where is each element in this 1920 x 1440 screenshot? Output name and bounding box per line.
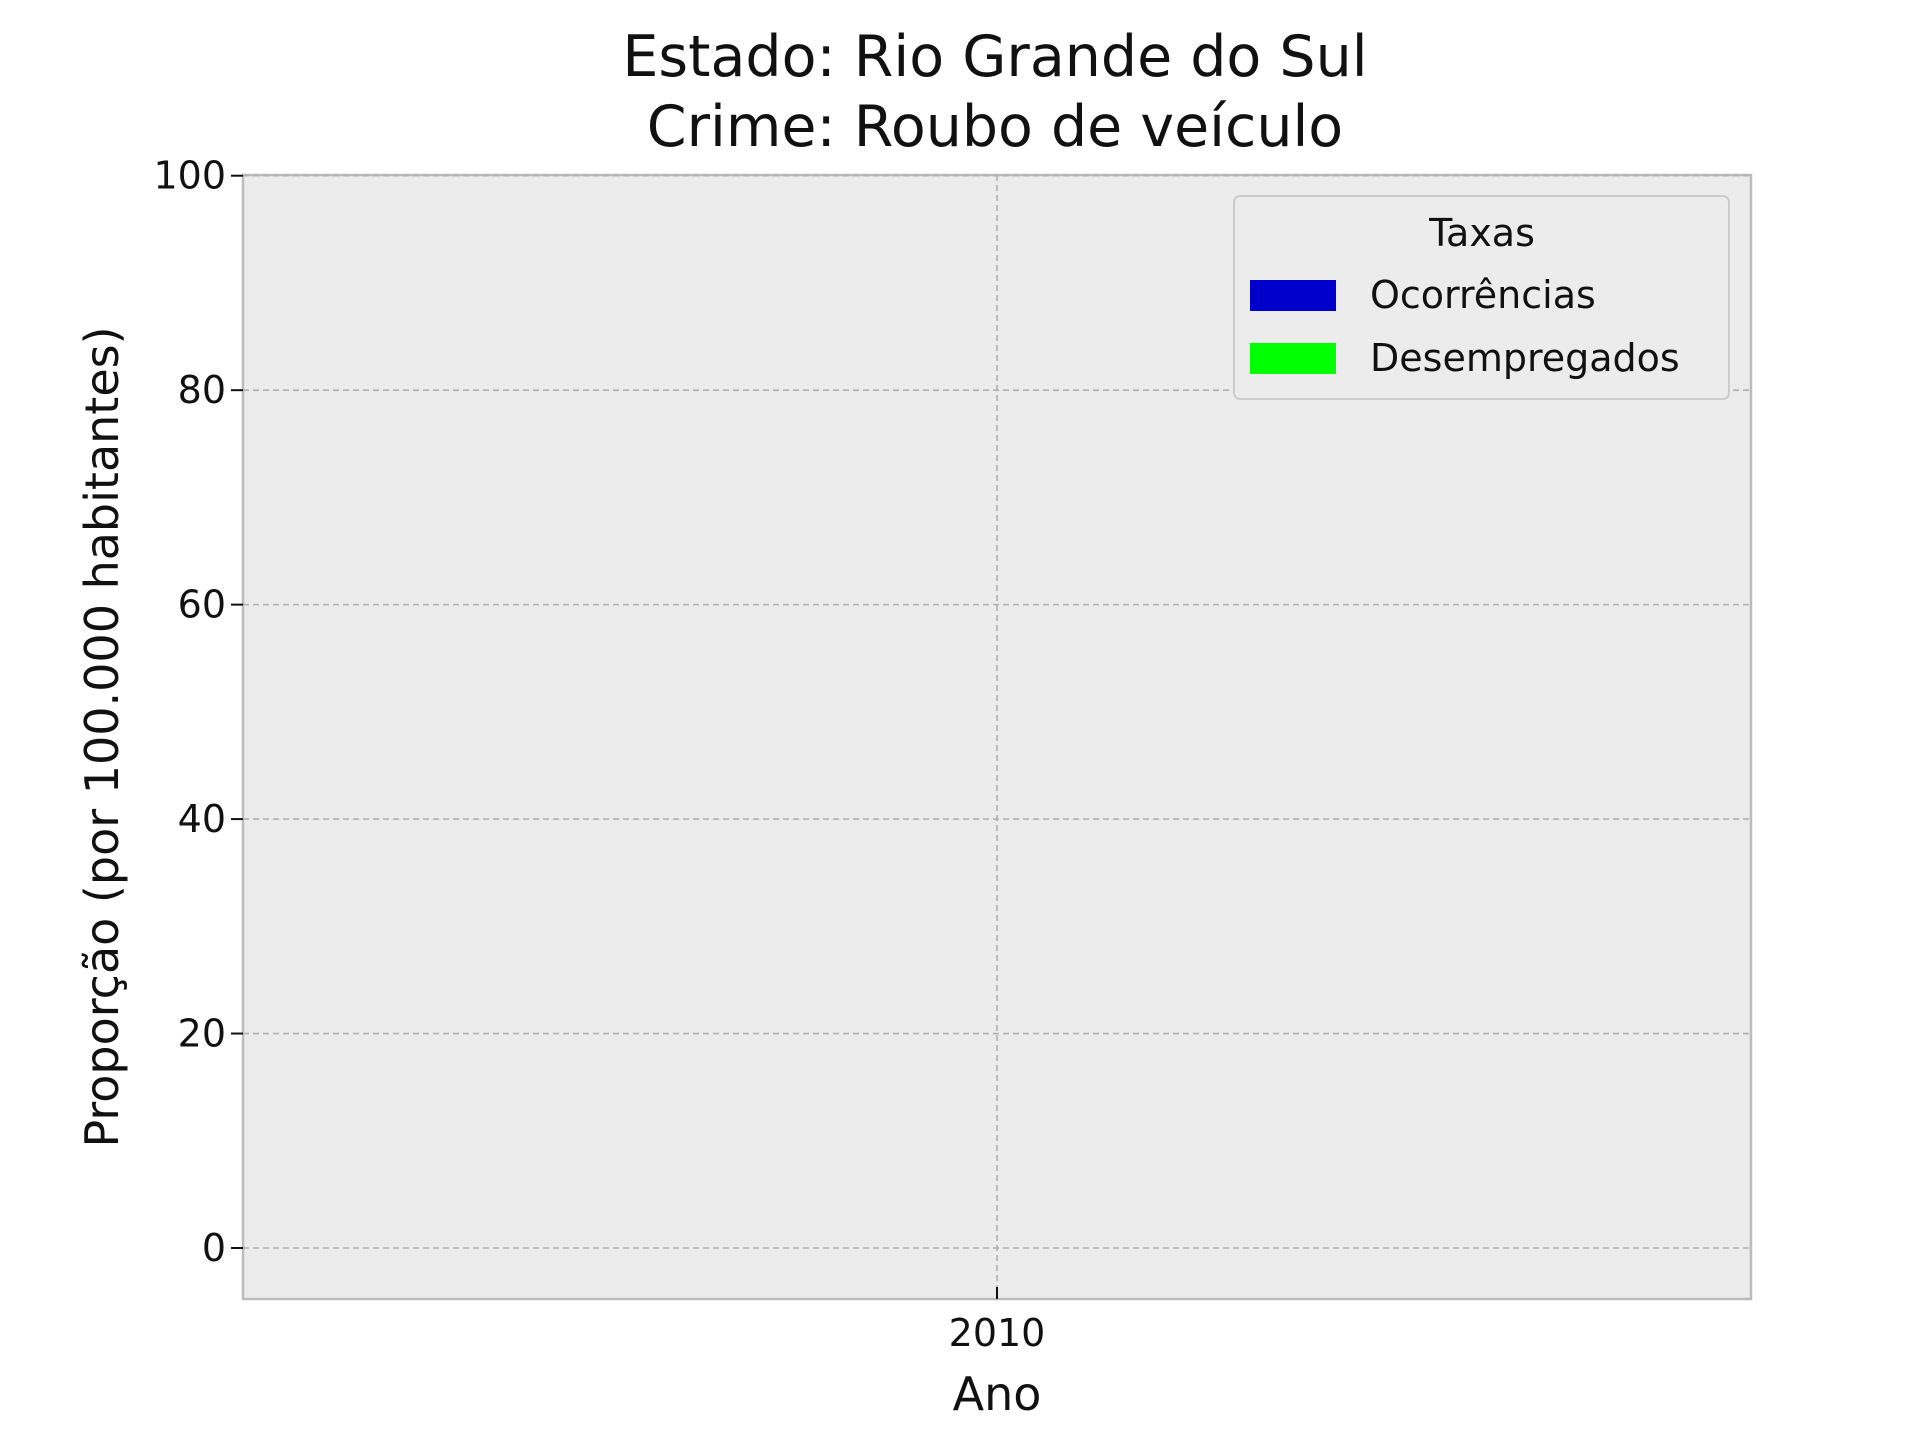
legend-label-desempregados: Desempregados [1370,336,1680,380]
legend-label-ocorrencias: Ocorrências [1370,273,1596,317]
chart-title-line-2: Crime: Roubo de veículo [646,94,1344,160]
legend-box [1233,195,1730,400]
y-tick-label: 0 [202,1226,226,1270]
x-axis: 2010 [949,1287,1046,1355]
grid [243,174,1751,1299]
legend-swatch-desempregados [1250,343,1336,374]
chart-title: Estado: Rio Grande do Sul Crime: Roubo d… [0,22,1920,162]
legend-title: Taxas [1428,211,1535,255]
x-tick-label: 2010 [949,1311,1046,1355]
legend-swatch-ocorrencias [1250,280,1336,311]
y-tick-label: 20 [178,1012,226,1056]
y-tick-label: 60 [178,583,226,627]
y-tick-label: 40 [178,797,226,841]
y-axis-label: Proporção (por 100.000 habitantes) [75,326,129,1147]
y-axis: 0 20 40 60 80 100 [153,154,243,1270]
y-tick-label: 80 [178,368,226,412]
legend: Taxas Ocorrências Desempregados [1233,195,1730,400]
y-tick-label: 100 [153,154,226,198]
chart-title-line-1: Estado: Rio Grande do Sul [622,24,1368,90]
x-axis-label: Ano [953,1367,1042,1421]
